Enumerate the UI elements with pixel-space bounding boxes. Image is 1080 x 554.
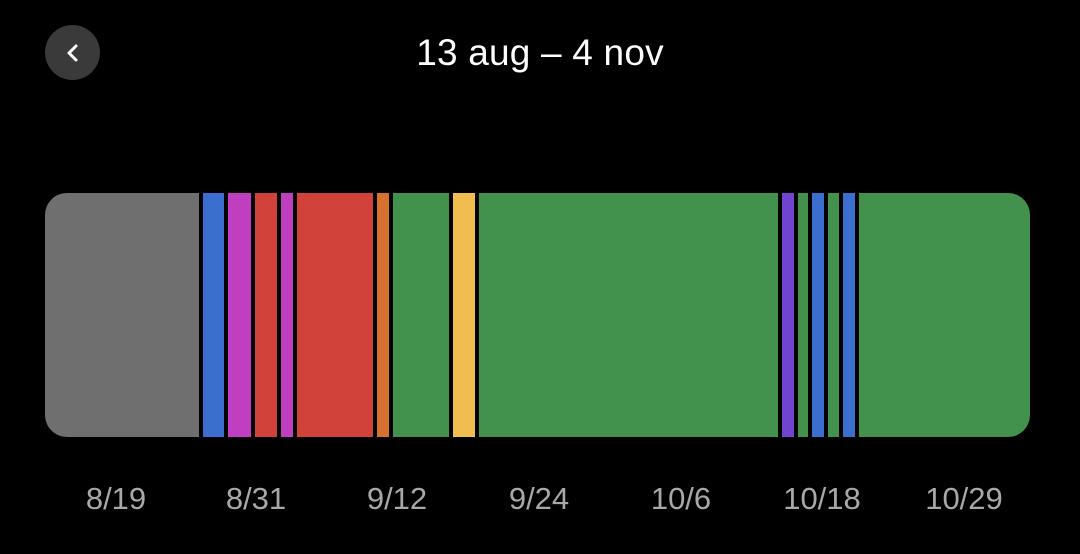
- axis-label: 10/29: [925, 481, 1003, 516]
- timeline-segment[interactable]: [858, 193, 1030, 437]
- timeline-segment[interactable]: [842, 193, 855, 437]
- timeline-segment[interactable]: [812, 193, 825, 437]
- timeline-segment[interactable]: [479, 193, 778, 437]
- timeline-segment[interactable]: [797, 193, 809, 437]
- back-button[interactable]: [45, 25, 100, 80]
- axis-label: 9/12: [366, 481, 428, 516]
- timeline-segment[interactable]: [254, 193, 278, 437]
- axis-label: 10/6: [650, 481, 712, 516]
- timeline-segment[interactable]: [281, 193, 294, 437]
- chevron-left-icon: [63, 43, 83, 63]
- page-title: 13 aug – 4 nov: [416, 32, 664, 73]
- timeline-bar: [45, 193, 1030, 437]
- timeline-segment[interactable]: [828, 193, 839, 437]
- axis-label: 9/24: [508, 481, 570, 516]
- axis-label: 10/18: [783, 481, 861, 516]
- timeline-segment[interactable]: [297, 193, 373, 437]
- timeline-segment[interactable]: [376, 193, 389, 437]
- timeline-segment[interactable]: [45, 193, 199, 437]
- axis-label: 8/31: [225, 481, 287, 516]
- timeline-segment[interactable]: [452, 193, 476, 437]
- timeline-segment[interactable]: [228, 193, 251, 437]
- timeline-segment[interactable]: [202, 193, 225, 437]
- timeline-segment[interactable]: [392, 193, 449, 437]
- timeline-segment[interactable]: [781, 193, 794, 437]
- axis-label: 8/19: [85, 481, 147, 516]
